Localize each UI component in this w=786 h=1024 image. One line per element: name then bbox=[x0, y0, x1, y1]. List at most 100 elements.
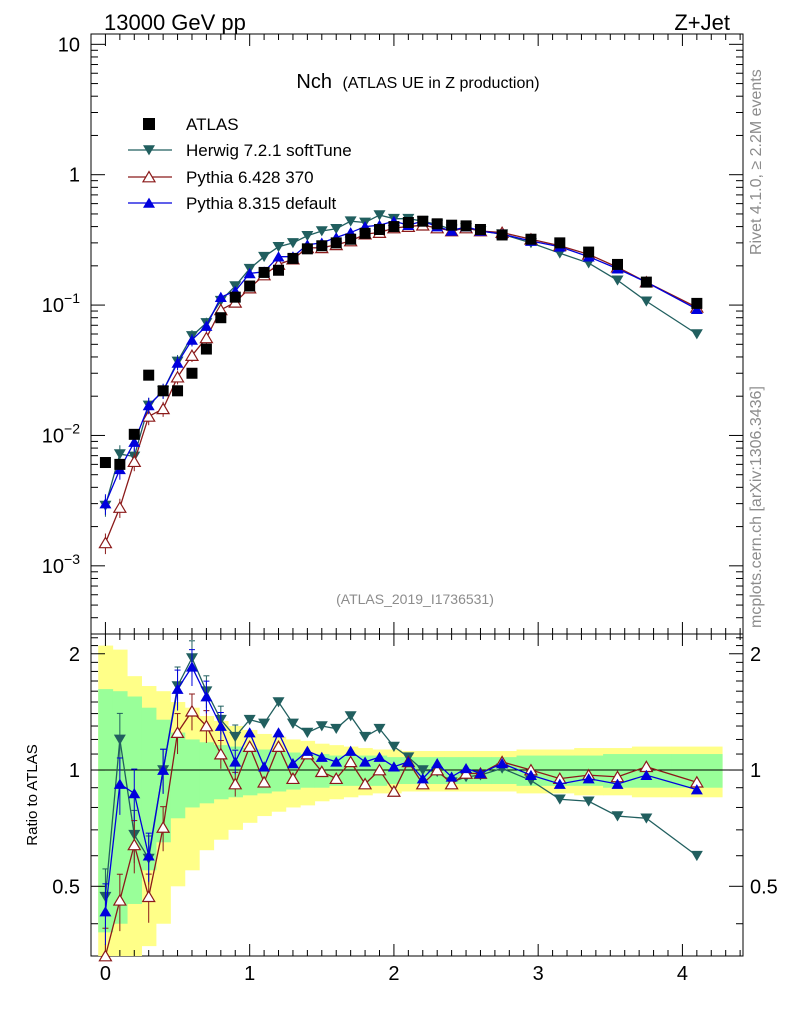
pythia8-ratio-point bbox=[157, 764, 170, 775]
pythia8-ratio-point bbox=[185, 661, 198, 672]
herwig-ratio-point bbox=[229, 731, 242, 743]
legend-herwig-marker bbox=[143, 145, 155, 156]
band-inner-bin bbox=[444, 757, 460, 785]
herwig-ratio-point bbox=[258, 718, 271, 729]
ratio-tick-label-left: 1 bbox=[69, 760, 80, 782]
herwig-main-point bbox=[272, 241, 285, 253]
atlas-data-point bbox=[143, 369, 155, 381]
atlas-data-point bbox=[215, 312, 227, 324]
herwig-main-point bbox=[344, 216, 357, 227]
pythia6-ratio-point bbox=[98, 949, 113, 962]
ratio-tick-label-left: 2 bbox=[69, 644, 80, 666]
pythia8-main-point bbox=[171, 357, 184, 368]
band-inner-bin bbox=[271, 751, 287, 792]
pythia6-main-point bbox=[98, 536, 113, 549]
herwig-ratio-point bbox=[243, 714, 256, 726]
herwig-ratio-point bbox=[553, 794, 566, 805]
axis-ticks bbox=[90, 34, 743, 956]
atlas-data-point bbox=[554, 237, 566, 249]
pythia8-main-point bbox=[200, 320, 213, 331]
legend-herwig-label: Herwig 7.2.1 softTune bbox=[186, 141, 352, 160]
band-inner-bin bbox=[300, 754, 316, 788]
atlas-data-point bbox=[583, 246, 595, 258]
x-tick-label: 2 bbox=[388, 963, 399, 985]
pythia8-main-point bbox=[243, 267, 256, 279]
herwig-main-point bbox=[113, 449, 126, 460]
atlas-data-point bbox=[431, 218, 443, 230]
pythia8-ratio-point bbox=[301, 745, 314, 756]
pythia6-ratio-point bbox=[430, 763, 445, 776]
x-tick-label: 4 bbox=[677, 963, 688, 985]
atlas-data-point bbox=[640, 276, 652, 288]
y-tick-label: 10−2 bbox=[42, 420, 80, 447]
pythia8-main-point bbox=[142, 400, 155, 411]
atlas-data-point bbox=[474, 223, 486, 235]
pythia6-ratio-point bbox=[314, 765, 329, 778]
pythia8-ratio-point bbox=[200, 691, 213, 702]
pythia6-ratio-point bbox=[343, 755, 358, 768]
x-tick-label: 3 bbox=[533, 963, 544, 985]
y-tick-label-base: 10 bbox=[42, 425, 64, 447]
legend-atlas-marker bbox=[143, 118, 155, 130]
pythia8-ratio-point bbox=[272, 727, 285, 738]
atlas-data-point bbox=[330, 237, 342, 249]
pythia8-ratio-point bbox=[460, 762, 473, 774]
y-tick-label-exponent: −1 bbox=[64, 290, 80, 306]
herwig-ratio-point bbox=[373, 723, 386, 735]
atlas-data-point bbox=[301, 243, 313, 255]
pythia8-ratio-point bbox=[474, 768, 487, 779]
pythia8-main-point bbox=[99, 498, 112, 509]
pythia6-ratio-point bbox=[358, 777, 373, 790]
pythia8-ratio-point bbox=[315, 751, 328, 762]
herwig-ratio-point bbox=[611, 811, 624, 822]
y-tick-label-base: 10 bbox=[42, 556, 64, 578]
legend-atlas-label: ATLAS bbox=[186, 115, 239, 134]
pythia8-ratio-point bbox=[214, 720, 227, 731]
herwig-main-point bbox=[301, 230, 314, 242]
plot-title: Nch (ATLAS UE in Z production) bbox=[296, 71, 539, 93]
y-tick-label: 1 bbox=[69, 165, 80, 187]
pythia6-ratio-point bbox=[415, 777, 430, 790]
pythia8-ratio-line bbox=[104, 665, 698, 912]
pythia8-main-point bbox=[445, 225, 458, 236]
pythia8-ratio-point bbox=[99, 906, 112, 917]
herwig-main-point bbox=[330, 223, 343, 235]
herwig-main-point bbox=[611, 275, 624, 286]
atlas-data-point bbox=[114, 458, 126, 470]
pythia8-ratio-point bbox=[229, 756, 242, 767]
herwig-ratio-point bbox=[301, 727, 314, 738]
ratio-tick-label-left: 0.5 bbox=[52, 876, 80, 898]
pythia8-ratio-point bbox=[553, 778, 566, 789]
pythia6-ratio-point bbox=[213, 747, 228, 760]
pythia8-ratio-point bbox=[416, 773, 429, 784]
herwig-ratio-point bbox=[315, 721, 328, 732]
pythia8-main-point bbox=[128, 436, 141, 447]
pythia6-ratio-point bbox=[444, 777, 459, 790]
atlas-data-point bbox=[446, 219, 458, 231]
pythia6-main-point bbox=[156, 402, 171, 415]
atlas-data-point bbox=[417, 215, 429, 227]
herwig-ratio-point bbox=[582, 796, 595, 807]
pythia8-ratio-point bbox=[243, 727, 256, 738]
x-tick-label: 1 bbox=[244, 963, 255, 985]
herwig-main-point bbox=[315, 226, 328, 237]
atlas-data-point bbox=[244, 280, 256, 292]
pythia8-ratio-point bbox=[171, 683, 184, 694]
legend-pythia6-marker bbox=[141, 170, 157, 183]
pythia8-ratio-point bbox=[611, 778, 624, 789]
herwig-main-point bbox=[286, 238, 299, 249]
band-inner-bin bbox=[242, 748, 258, 796]
pythia6-main-point bbox=[184, 348, 200, 361]
pythia6-ratio-point bbox=[228, 777, 243, 790]
atlas-data-point bbox=[525, 233, 537, 245]
legend-pythia6-label: Pythia 6.428 370 bbox=[186, 168, 314, 187]
header-energy-label: 13000 GeV pp bbox=[104, 10, 246, 35]
atlas-data-point bbox=[200, 343, 212, 355]
ratio-tick-label-right: 1 bbox=[750, 760, 761, 782]
atlas-data-point bbox=[258, 266, 270, 278]
herwig-main-point bbox=[258, 251, 271, 263]
pythia6-ratio-point bbox=[170, 726, 185, 738]
pythia6-ratio-point bbox=[112, 893, 127, 906]
ratio-y-axis-label: Ratio to ATLAS bbox=[24, 744, 41, 845]
